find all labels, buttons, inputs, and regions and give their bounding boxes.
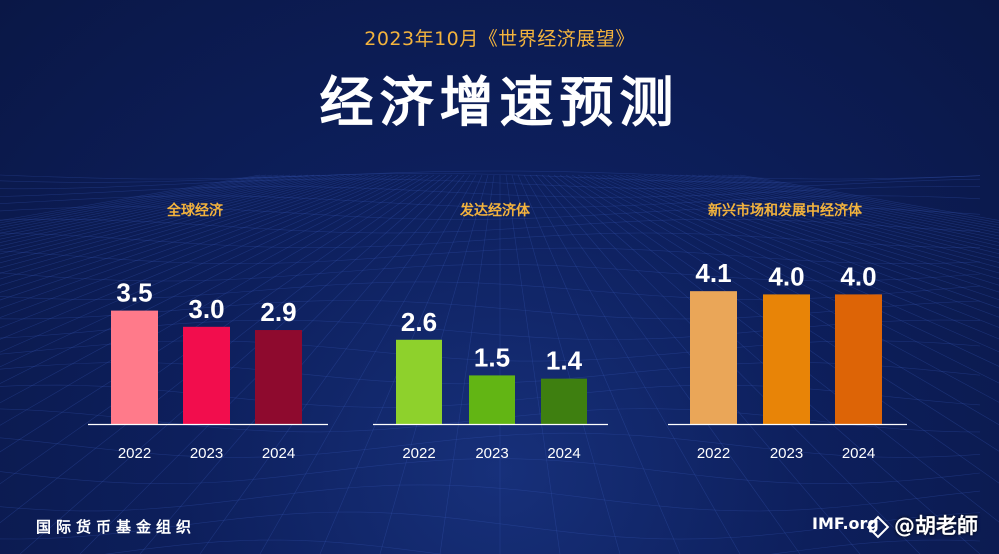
bar-emerging-2022 [690,291,737,424]
bar-advanced-2024 [541,378,587,424]
data-label-advanced-2024: 1.4 [546,346,583,376]
tick-label-emerging-2022: 2022 [697,445,730,462]
site-link[interactable]: IMF.org [812,514,879,533]
bar-advanced-2023 [469,375,515,424]
tick-label-global-2023: 2023 [190,445,223,462]
tick-label-global-2024: 2024 [262,445,295,462]
data-label-global-2024: 2.9 [260,297,296,327]
report-subtitle: 2023年10月《世界经济展望》 [364,28,635,50]
watermark-text: @胡老師 [894,514,978,538]
bar-emerging-2023 [763,294,810,424]
page-title: 经济增速预测 [319,71,680,134]
bar-advanced-2022 [396,339,442,424]
bar-global-2023 [183,326,230,424]
chart-title-global: 全球经济 [167,203,223,219]
data-label-global-2022: 3.5 [116,278,152,308]
tick-label-emerging-2023: 2023 [770,445,803,462]
bar-emerging-2024 [835,294,882,424]
tick-label-advanced-2022: 2022 [402,445,435,462]
tick-label-emerging-2024: 2024 [842,445,875,462]
tick-label-advanced-2023: 2023 [475,445,508,462]
tick-label-global-2022: 2022 [118,445,151,462]
tick-label-advanced-2024: 2024 [547,445,580,462]
data-label-emerging-2022: 4.1 [695,258,731,288]
bar-global-2024 [255,330,302,424]
watermark: @胡老師 [866,510,978,540]
data-label-global-2023: 3.0 [188,294,224,324]
org-name: 国际货币基金组织 [36,518,197,536]
data-label-advanced-2022: 2.6 [401,307,437,337]
chart-title-advanced: 发达经济体 [460,203,530,219]
data-label-emerging-2023: 4.0 [768,261,804,291]
data-label-advanced-2023: 1.5 [474,342,510,372]
chart-title-emerging: 新兴市场和发展中经济体 [708,203,862,219]
data-label-emerging-2024: 4.0 [840,261,876,291]
diamond-icon [866,515,890,539]
bar-global-2022 [111,310,158,424]
